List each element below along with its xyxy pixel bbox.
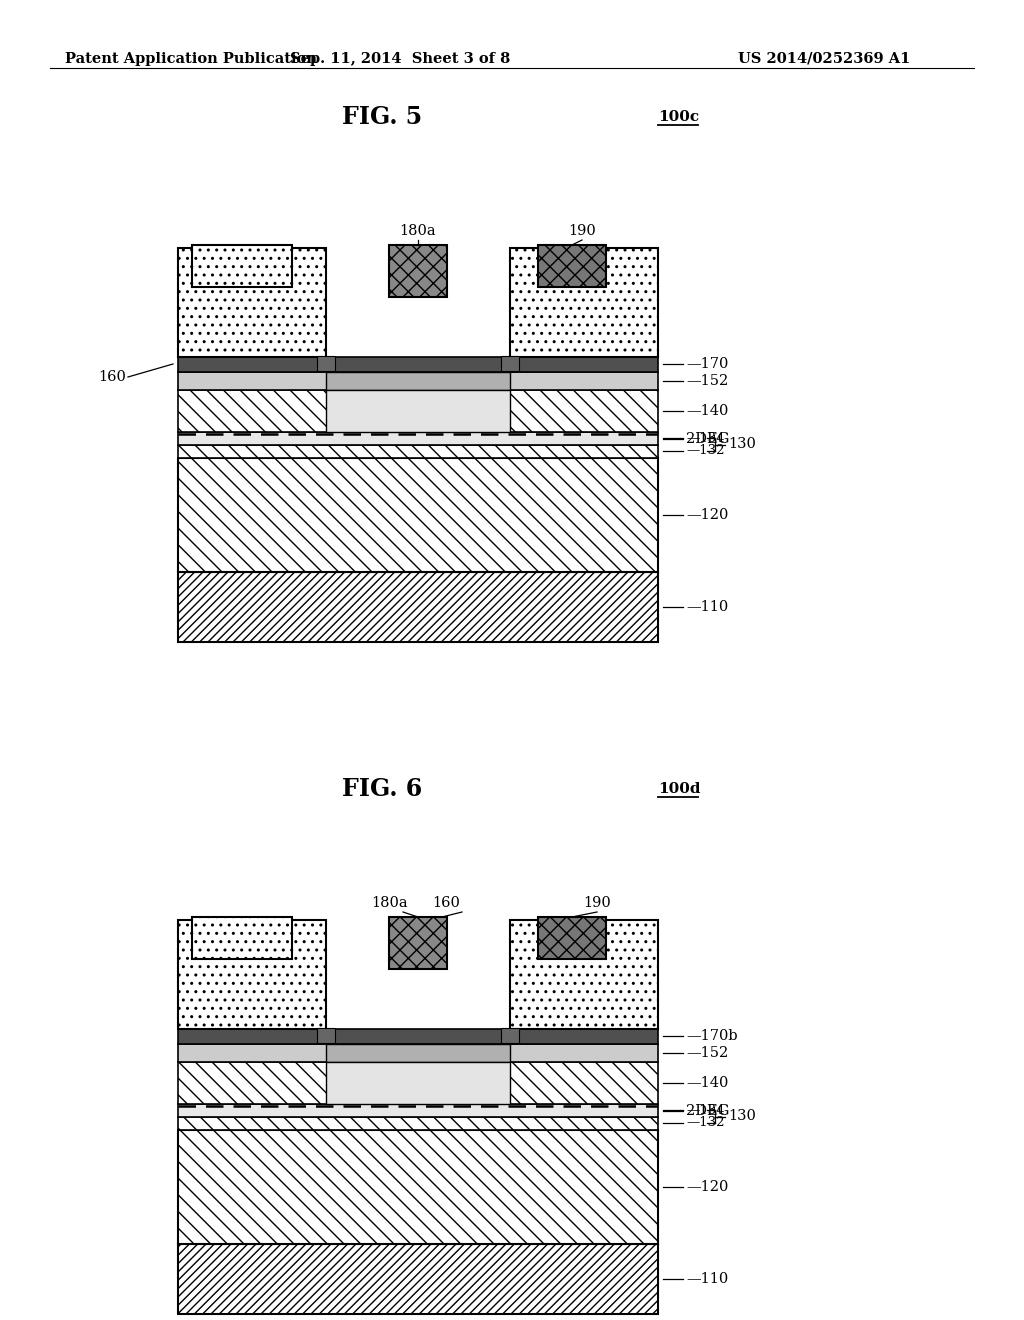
Text: 2DEG: 2DEG <box>686 1104 729 1118</box>
Text: —152: —152 <box>686 1045 728 1060</box>
Bar <box>326 389 510 432</box>
Text: Patent Application Publication: Patent Application Publication <box>65 51 317 66</box>
Bar <box>178 1104 658 1117</box>
Bar <box>178 1044 658 1063</box>
Text: —132: —132 <box>686 1117 725 1130</box>
Bar <box>178 248 326 356</box>
Text: 160: 160 <box>98 370 126 384</box>
Bar <box>317 1028 335 1043</box>
Text: —152: —152 <box>686 374 728 388</box>
Text: —170: —170 <box>686 356 728 371</box>
Bar <box>193 917 292 960</box>
Bar <box>326 1044 510 1063</box>
Text: US 2014/0252369 A1: US 2014/0252369 A1 <box>738 51 910 66</box>
Bar <box>501 1028 519 1043</box>
Text: —170b: —170b <box>686 1030 737 1043</box>
Text: —120: —120 <box>686 1180 728 1195</box>
Text: —140: —140 <box>686 1076 728 1090</box>
Text: 190: 190 <box>568 224 596 238</box>
Bar <box>510 920 658 1030</box>
Text: 130: 130 <box>728 437 756 451</box>
Text: 130: 130 <box>728 1110 756 1123</box>
Bar <box>178 1030 658 1044</box>
Text: FIG. 6: FIG. 6 <box>342 777 422 801</box>
Bar <box>510 248 658 356</box>
Text: Sep. 11, 2014  Sheet 3 of 8: Sep. 11, 2014 Sheet 3 of 8 <box>290 51 510 66</box>
Bar <box>193 246 292 286</box>
Text: —110: —110 <box>686 601 728 614</box>
Text: 100c: 100c <box>658 110 699 124</box>
Bar <box>538 917 606 960</box>
Text: —132: —132 <box>686 445 725 458</box>
Text: —140: —140 <box>686 404 728 418</box>
Text: 180a: 180a <box>399 224 436 238</box>
Text: —110: —110 <box>686 1272 728 1286</box>
Text: —134: —134 <box>686 1104 725 1117</box>
Bar <box>178 920 326 1030</box>
Bar <box>538 246 606 286</box>
Bar <box>501 356 519 371</box>
Bar <box>389 246 447 297</box>
Text: —134: —134 <box>686 432 725 445</box>
Bar <box>317 356 335 371</box>
Bar <box>178 572 658 642</box>
Bar <box>178 1243 658 1313</box>
Text: —120: —120 <box>686 508 728 521</box>
Text: 100d: 100d <box>658 781 700 796</box>
Text: FIG. 5: FIG. 5 <box>342 106 422 129</box>
Bar <box>178 1117 658 1130</box>
Text: 190: 190 <box>583 896 611 909</box>
Text: 160: 160 <box>432 896 460 909</box>
Bar <box>326 372 510 389</box>
Bar <box>389 917 447 969</box>
Bar <box>178 356 658 372</box>
Bar <box>178 372 658 389</box>
Text: 180a: 180a <box>372 896 409 909</box>
Bar <box>326 1063 510 1104</box>
Bar <box>178 1063 658 1104</box>
Bar <box>178 458 658 572</box>
Bar <box>178 432 658 445</box>
Bar <box>178 1130 658 1243</box>
Bar <box>178 445 658 458</box>
Text: 2DEG: 2DEG <box>686 432 729 446</box>
Bar <box>178 389 658 432</box>
